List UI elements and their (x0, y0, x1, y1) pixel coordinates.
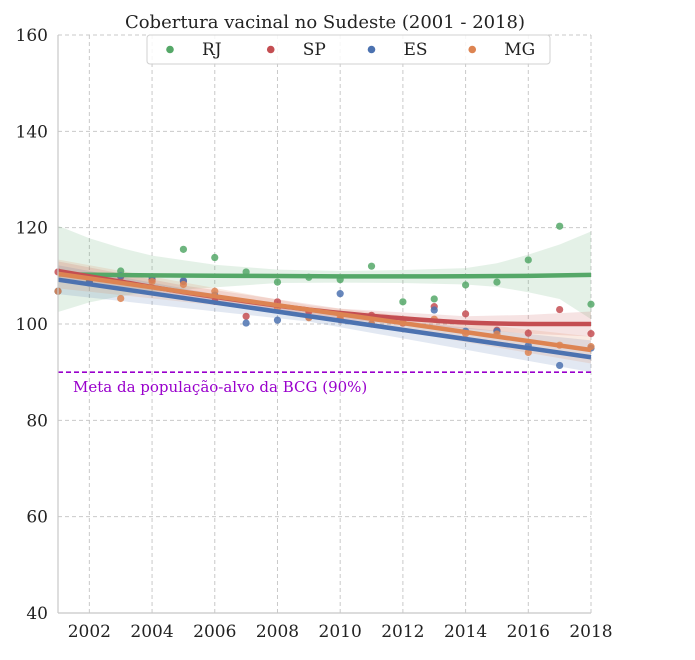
point-sp-2017 (556, 305, 564, 314)
confidence-band-sp (58, 261, 591, 337)
x-tick-label-2018: 2018 (569, 622, 612, 642)
point-rj-2013 (430, 295, 438, 303)
legend-marker-mg (468, 45, 477, 54)
axes (57, 35, 591, 614)
confidence-bands (58, 225, 591, 373)
point-rj-2017 (556, 222, 564, 230)
legend-label-rj: RJ (202, 40, 222, 60)
fit-line-es (57, 277, 592, 360)
x-tick-label-2008: 2008 (256, 622, 299, 642)
x-tick-label-2006: 2006 (193, 622, 236, 642)
fit-line-rj (57, 272, 592, 279)
x-tick-label-2010: 2010 (319, 622, 362, 642)
point-es-2007 (242, 319, 250, 327)
y-tick-label-40: 40 (26, 604, 48, 624)
point-rj-2008 (273, 278, 282, 286)
x-tick-label-2002: 2002 (68, 622, 111, 642)
point-es-2008 (273, 316, 282, 324)
y-tick-label-100: 100 (16, 315, 48, 335)
point-sp-2007 (242, 312, 250, 320)
point-rj-2016 (524, 256, 532, 264)
regression-lines (57, 268, 592, 360)
point-mg-2004 (148, 278, 156, 286)
x-tick-label-2016: 2016 (507, 622, 550, 642)
chart-title: Cobertura vacinal no Sudeste (2001 - 201… (125, 12, 525, 33)
point-rj-2011 (367, 262, 376, 270)
point-mg-2006 (211, 287, 219, 295)
legend-marker-sp (266, 45, 275, 54)
legend-marker-es (367, 45, 376, 54)
point-es-2013 (430, 306, 438, 314)
point-sp-2018 (587, 330, 595, 338)
y-tick-label-120: 120 (16, 219, 48, 239)
x-tick-label-2004: 2004 (130, 622, 173, 642)
point-mg-2003 (117, 294, 125, 303)
legend-label-es: ES (404, 40, 428, 60)
confidence-band-rj (58, 225, 591, 320)
legend-label-sp: SP (303, 40, 326, 60)
y-tick-label-80: 80 (26, 411, 48, 431)
point-rj-2015 (493, 278, 501, 286)
legend-marker-rj (166, 45, 174, 54)
point-rj-2014 (461, 281, 470, 289)
reference-line-group: Meta da população-alvo da BCG (90%) (58, 371, 591, 396)
legend-label-mg: MG (504, 40, 535, 60)
point-mg-2005 (179, 280, 188, 289)
point-sp-2016 (524, 329, 532, 337)
y-tick-label-160: 160 (16, 26, 48, 46)
point-rj-2012 (399, 298, 407, 306)
x-tick-label-2012: 2012 (381, 622, 424, 642)
reference-line-label: Meta da população-alvo da BCG (90%) (73, 378, 367, 396)
legend: RJ SP ES MG (146, 34, 551, 65)
point-sp-2014 (461, 310, 470, 318)
legend-box (146, 34, 551, 65)
point-es-2010 (336, 290, 344, 298)
point-rj-2005 (179, 245, 188, 253)
tick-labels: 2002 2004 2006 2008 2010 2012 2014 2016 2018 40 60… (16, 26, 613, 642)
x-tick-label-2014: 2014 (444, 622, 487, 642)
point-es-2017 (556, 361, 564, 370)
point-rj-2006 (211, 253, 219, 262)
y-tick-label-140: 140 (16, 122, 48, 142)
y-tick-label-60: 60 (26, 508, 48, 528)
point-rj-2018 (587, 300, 595, 308)
fit-line-mg (57, 271, 592, 353)
